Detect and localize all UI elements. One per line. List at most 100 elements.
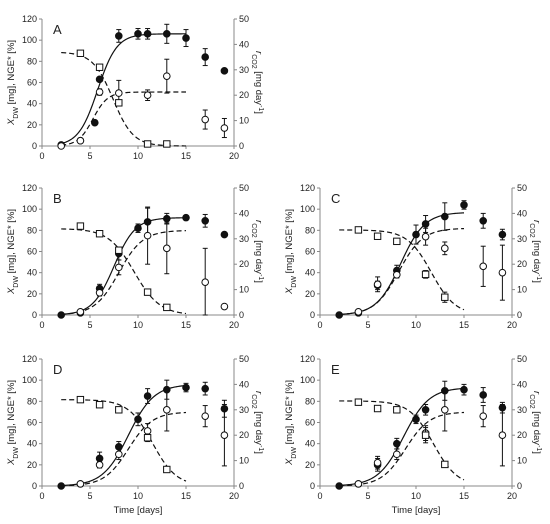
data-point-filled-circle bbox=[143, 392, 152, 400]
data-point-open-square bbox=[441, 460, 449, 469]
data-point-open-square bbox=[354, 398, 363, 406]
y-tick-label: 40 bbox=[27, 268, 37, 278]
data-point-filled-circle bbox=[182, 34, 190, 42]
y-tick-label: 120 bbox=[22, 354, 37, 364]
y-tick-label: 60 bbox=[27, 78, 37, 88]
data-point-filled-circle bbox=[95, 75, 104, 84]
data-point-open-square bbox=[441, 293, 449, 301]
y-tick-label: 0 bbox=[32, 310, 37, 320]
data-point-open-circle bbox=[115, 89, 123, 97]
y2-tick-label: 40 bbox=[517, 379, 527, 389]
y-tick-label: 40 bbox=[27, 99, 37, 109]
data-point-open-circle bbox=[393, 270, 401, 279]
left-y-axis-title: XDW [mg], NGE* [%] bbox=[6, 40, 20, 126]
y-tick-label: 60 bbox=[305, 247, 315, 257]
x-tick-label: 15 bbox=[459, 491, 469, 501]
x-tick-label: 10 bbox=[411, 491, 421, 501]
data-point-filled-circle bbox=[393, 439, 401, 448]
x-axis-title: Time [days] bbox=[114, 505, 163, 516]
data-point-open-circle bbox=[57, 142, 66, 150]
x-tick-label: 10 bbox=[133, 320, 143, 330]
y2-tick-label: 0 bbox=[239, 310, 244, 320]
y-tick-label: 100 bbox=[22, 375, 37, 385]
data-point-open-circle bbox=[354, 480, 363, 488]
y-tick-label: 20 bbox=[305, 289, 315, 299]
data-point-open-square bbox=[373, 404, 382, 413]
data-point-filled-circle bbox=[57, 482, 66, 490]
data-point-open-circle bbox=[498, 268, 507, 277]
data-point-open-square bbox=[163, 465, 171, 474]
y2-tick-label: 50 bbox=[517, 354, 527, 364]
data-point-filled-circle bbox=[134, 415, 142, 424]
x-tick-label: 0 bbox=[39, 320, 44, 330]
y-tick-label: 0 bbox=[32, 481, 37, 491]
y-tick-label: 80 bbox=[305, 225, 315, 235]
x-tick-label: 20 bbox=[229, 320, 239, 330]
x-tick-label: 15 bbox=[181, 320, 191, 330]
y-tick-label: 80 bbox=[27, 396, 37, 406]
y2-tick-label: 40 bbox=[239, 379, 249, 389]
y2-tick-label: 30 bbox=[517, 405, 527, 415]
x-tick-label: 0 bbox=[317, 320, 322, 330]
y-tick-label: 20 bbox=[305, 460, 315, 470]
x-tick-label: 0 bbox=[39, 491, 44, 501]
right-y-axis-title: rCO2 [mg day-1] bbox=[251, 391, 265, 454]
fit-curve-dashed bbox=[61, 51, 187, 147]
left-y-axis-title: XDW [mg], NGE* [%] bbox=[284, 380, 298, 466]
y-tick-label: 120 bbox=[300, 183, 315, 193]
data-point-filled-circle bbox=[412, 230, 420, 239]
right-y-axis-title: rCO2 [mg day-1] bbox=[251, 51, 265, 114]
y-tick-label: 100 bbox=[300, 375, 315, 385]
y2-tick-label: 20 bbox=[517, 259, 527, 269]
y-tick-label: 120 bbox=[300, 354, 315, 364]
data-point-filled-circle bbox=[498, 230, 507, 239]
fit-curve-dashed bbox=[61, 230, 187, 315]
y-tick-label: 80 bbox=[27, 56, 37, 66]
data-point-filled-circle bbox=[421, 220, 430, 228]
data-point-filled-circle bbox=[95, 454, 104, 463]
y2-tick-label: 20 bbox=[239, 430, 249, 440]
right-y-axis-title: rCO2 [mg day-1] bbox=[529, 220, 543, 283]
data-point-open-circle bbox=[498, 431, 507, 440]
y-tick-label: 100 bbox=[300, 204, 315, 214]
data-point-open-circle bbox=[163, 72, 171, 80]
data-point-open-square bbox=[143, 140, 152, 148]
y2-tick-label: 40 bbox=[239, 39, 249, 49]
data-point-open-square bbox=[354, 226, 363, 234]
data-point-open-square bbox=[76, 395, 85, 404]
data-point-filled-circle bbox=[134, 30, 142, 38]
data-point-filled-circle bbox=[182, 383, 190, 392]
right-y-axis-title: rCO2 [mg day-1] bbox=[529, 391, 543, 454]
panel-label: A bbox=[53, 22, 62, 37]
data-point-open-circle bbox=[163, 406, 171, 414]
x-tick-label: 10 bbox=[411, 320, 421, 330]
y-tick-label: 20 bbox=[27, 289, 37, 299]
data-point-filled-circle bbox=[335, 482, 344, 490]
x-tick-label: 20 bbox=[507, 491, 517, 501]
y-tick-label: 60 bbox=[27, 418, 37, 428]
data-point-open-circle bbox=[95, 88, 104, 96]
data-point-open-square bbox=[393, 237, 401, 246]
data-point-open-circle bbox=[76, 480, 85, 488]
y2-tick-label: 20 bbox=[517, 430, 527, 440]
data-point-filled-circle bbox=[421, 406, 430, 414]
y2-tick-label: 50 bbox=[517, 183, 527, 193]
fit-curve-dashed bbox=[339, 227, 465, 315]
y2-tick-label: 0 bbox=[239, 481, 244, 491]
y-tick-label: 80 bbox=[305, 396, 315, 406]
y2-tick-label: 10 bbox=[239, 116, 249, 126]
data-point-open-circle bbox=[479, 412, 488, 420]
x-tick-label: 15 bbox=[181, 151, 191, 161]
panel-label: B bbox=[53, 191, 62, 206]
y-tick-label: 120 bbox=[22, 14, 37, 24]
data-point-open-circle bbox=[373, 280, 382, 289]
panel-label: D bbox=[53, 362, 62, 377]
y-tick-label: 60 bbox=[27, 247, 37, 257]
y-tick-label: 40 bbox=[305, 268, 315, 278]
y-tick-label: 40 bbox=[27, 439, 37, 449]
y2-tick-label: 50 bbox=[239, 183, 249, 193]
data-point-filled-circle bbox=[163, 30, 171, 38]
data-point-filled-circle bbox=[460, 201, 468, 209]
